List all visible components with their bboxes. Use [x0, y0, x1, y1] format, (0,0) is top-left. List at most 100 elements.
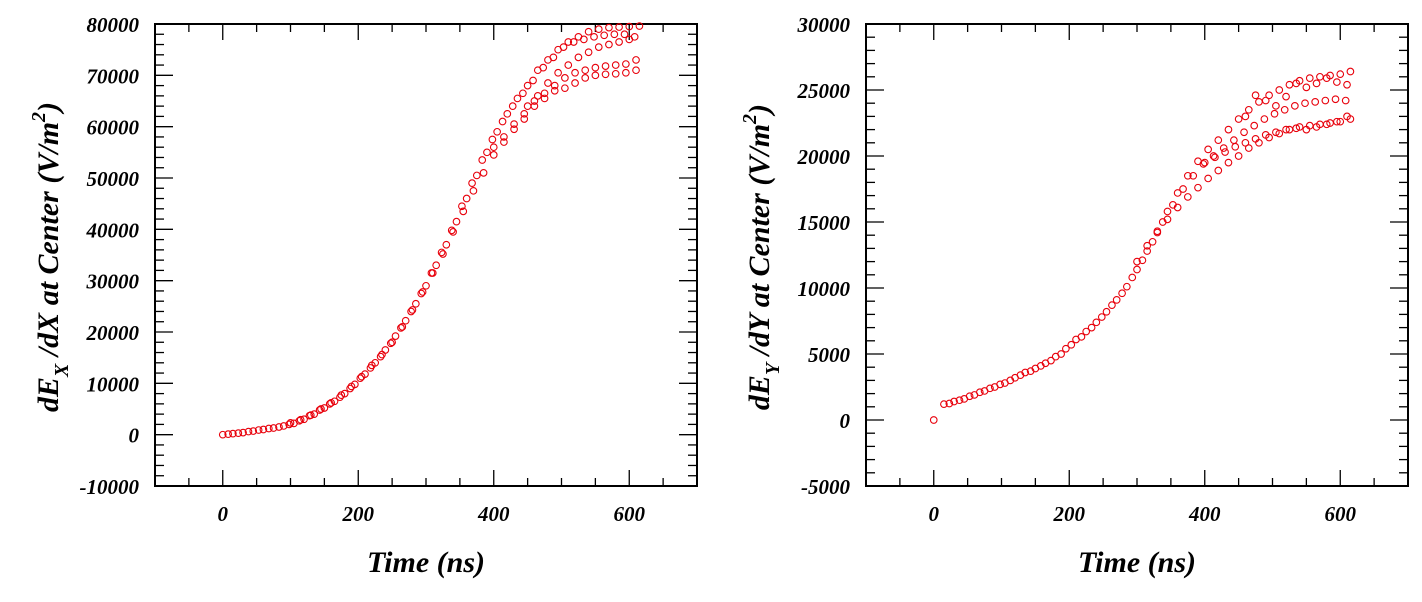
y-tick-label: -5000 — [801, 475, 850, 499]
data-point — [1305, 74, 1314, 82]
data-point — [622, 68, 630, 77]
data-point — [310, 410, 319, 418]
data-point — [550, 86, 559, 95]
data-point — [590, 32, 598, 41]
data-point — [945, 399, 954, 408]
data-point — [1006, 376, 1015, 385]
x-tick-label: 400 — [1188, 502, 1221, 526]
data-point — [224, 430, 233, 439]
data-point — [1282, 125, 1290, 134]
data-point — [388, 338, 396, 347]
data-point — [1251, 134, 1260, 143]
data-point — [571, 68, 579, 77]
y-tick-label: 25000 — [797, 79, 851, 103]
data-point — [422, 281, 430, 290]
data-point — [540, 94, 549, 103]
data-point — [478, 156, 487, 164]
data-point — [1234, 152, 1243, 160]
data-point — [1183, 171, 1192, 180]
data-point — [1322, 74, 1331, 82]
data-point — [986, 384, 994, 393]
data-point — [950, 397, 958, 406]
data-point — [300, 415, 308, 424]
data-point — [488, 135, 497, 144]
data-point — [503, 109, 512, 118]
data-point — [1204, 145, 1212, 154]
data-point — [325, 400, 334, 408]
data-point — [442, 240, 451, 249]
data-point — [1163, 215, 1172, 224]
data-point — [1244, 144, 1253, 152]
data-point — [996, 380, 1004, 389]
data-point — [1128, 273, 1137, 282]
data-point — [1143, 247, 1152, 255]
data-point — [1311, 98, 1320, 106]
data-point — [615, 23, 623, 31]
data-point — [520, 115, 529, 123]
chart-svg-1: 0 200 400 600 -5000 0 5000 10000 15000 20000 25000… — [739, 13, 1409, 579]
data-point — [1194, 183, 1202, 192]
data-point — [279, 422, 288, 430]
y-tick-label: 5000 — [808, 343, 851, 367]
data-point — [625, 22, 634, 31]
data-point — [472, 171, 481, 180]
data-point — [1118, 289, 1126, 298]
x-tick-label: 200 — [1053, 502, 1086, 526]
data-point — [458, 202, 466, 211]
data-point — [1282, 92, 1290, 101]
data-point — [347, 382, 356, 391]
data-point — [513, 94, 522, 103]
data-point — [611, 61, 620, 69]
data-point — [601, 70, 610, 79]
data-point — [508, 102, 517, 110]
data-point — [600, 31, 609, 40]
y-tick-label: 0 — [129, 424, 140, 448]
data-point — [1312, 123, 1321, 131]
data-point — [955, 396, 964, 405]
data-point — [469, 186, 478, 195]
x-tick-label: 600 — [614, 502, 646, 526]
data-point — [398, 323, 407, 331]
data-point — [1138, 256, 1147, 265]
data-point — [408, 306, 417, 314]
data-point — [1241, 112, 1250, 121]
y-tick-label: 20000 — [86, 321, 140, 345]
data-point — [1333, 117, 1341, 126]
x-axis-title: Time (ns) — [1078, 546, 1196, 579]
data-point — [610, 30, 619, 39]
data-point — [1322, 120, 1331, 129]
y-tick-label: 20000 — [797, 145, 851, 169]
data-point — [306, 411, 315, 420]
data-point — [1292, 124, 1301, 133]
data-point — [635, 22, 644, 30]
data-point — [1301, 99, 1309, 108]
data-point — [357, 372, 366, 381]
data-point — [452, 217, 461, 226]
data-point — [1265, 91, 1273, 100]
data-point — [569, 38, 578, 46]
x-tick-label: 400 — [477, 502, 510, 526]
data-point — [601, 62, 610, 70]
data-point — [611, 69, 620, 78]
x-tick-label: 600 — [1325, 502, 1357, 526]
data-point — [397, 324, 405, 332]
data-point — [1316, 72, 1324, 81]
data-point — [285, 420, 293, 429]
data-point — [564, 61, 573, 69]
data-point — [584, 48, 593, 57]
data-point — [561, 84, 569, 93]
data-point — [561, 74, 569, 82]
data-point — [1241, 138, 1250, 147]
data-point — [1224, 158, 1233, 167]
data-point — [1077, 332, 1086, 341]
data-point — [1261, 96, 1270, 105]
data-point — [559, 43, 568, 51]
data-point — [418, 288, 427, 296]
chart-right: 0 200 400 600 -5000 0 5000 10000 15000 20000 25000… — [711, 0, 1422, 602]
data-point — [1234, 115, 1243, 123]
data-point — [1112, 296, 1121, 304]
data-point — [625, 35, 634, 44]
chart-left: 0 200 400 600 -10000 0 10000 20000 30000 40000 500… — [28, 13, 698, 579]
data-point — [965, 392, 974, 401]
data-point — [1251, 91, 1260, 100]
